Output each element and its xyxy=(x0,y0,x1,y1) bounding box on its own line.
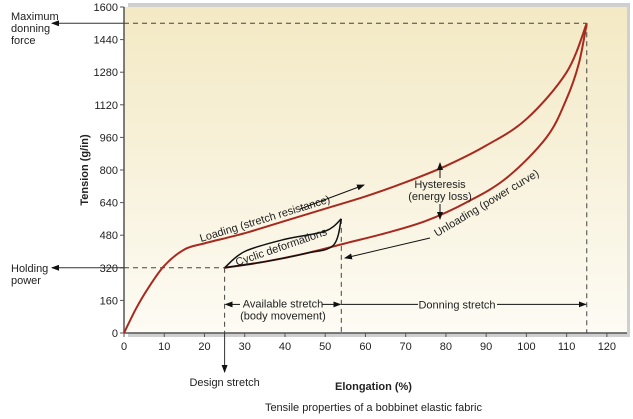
loading-arrow xyxy=(299,184,365,210)
y-tick-label: 1280 xyxy=(94,67,118,79)
holding-label: power xyxy=(11,275,41,287)
x-tick-label: 0 xyxy=(121,341,127,353)
unloading-arrow xyxy=(344,237,431,260)
hysteresis-label: Hysteresis xyxy=(414,179,466,191)
available-sub-label: (body movement) xyxy=(240,310,326,322)
hysteresis-sub-label: (energy loss) xyxy=(408,191,472,203)
x-tick-label: 30 xyxy=(239,341,251,353)
x-tick-label: 60 xyxy=(359,341,371,353)
y-tick-label: 1120 xyxy=(94,100,118,112)
design-stretch-label: Design stretch xyxy=(189,377,259,389)
max-force-label: force xyxy=(11,35,35,47)
x-tick-label: 120 xyxy=(598,341,616,353)
series-line-0 xyxy=(123,22,588,334)
y-tick-label: 0 xyxy=(112,328,118,340)
plot-area xyxy=(124,7,627,333)
series-line-2 xyxy=(224,218,342,269)
y-tick-label: 800 xyxy=(100,165,118,177)
donning-label: Donning stretch xyxy=(418,299,495,311)
x-axis-title: Elongation (%) xyxy=(335,381,412,393)
chart-title: Tensile properties of a bobbinet elastic… xyxy=(265,402,483,414)
max-force-label: donning xyxy=(11,23,50,35)
x-tick-label: 80 xyxy=(440,341,452,353)
x-tick-label: 100 xyxy=(517,341,535,353)
x-tick-label: 20 xyxy=(198,341,210,353)
x-tick-label: 90 xyxy=(480,341,492,353)
y-axis-title: Tension (g/in) xyxy=(79,134,91,206)
available-label: Available stretch xyxy=(243,298,324,310)
holding-label: Holding xyxy=(11,263,48,275)
y-tick-label: 160 xyxy=(100,295,118,307)
x-tick-label: 50 xyxy=(319,341,331,353)
max-force-label: Maximum xyxy=(11,11,59,23)
series-line-3 xyxy=(224,218,343,269)
x-tick-label: 10 xyxy=(158,341,170,353)
x-tick-label: 70 xyxy=(400,341,412,353)
y-tick-label: 1600 xyxy=(94,2,118,14)
y-tick-label: 960 xyxy=(100,132,118,144)
y-tick-label: 640 xyxy=(100,198,118,210)
x-tick-label: 40 xyxy=(279,341,291,353)
y-tick-label: 320 xyxy=(100,263,118,275)
y-tick-label: 480 xyxy=(100,230,118,242)
y-tick-label: 1440 xyxy=(94,35,118,47)
x-tick-label: 110 xyxy=(558,341,576,353)
